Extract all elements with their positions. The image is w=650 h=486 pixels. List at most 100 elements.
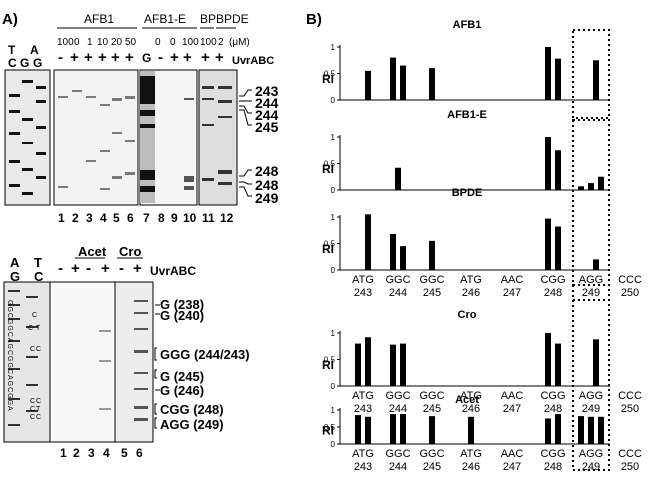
bar-1-248-0	[545, 137, 551, 190]
codon-number-2-5: 248	[544, 287, 562, 299]
bar-3-244-1	[400, 343, 406, 386]
codon-number-4-2: 245	[423, 461, 441, 473]
codon-label-4-2: GGC	[419, 448, 444, 460]
bar-3-243-0	[355, 343, 361, 386]
codon-label-4-6: AGG	[579, 448, 603, 460]
codon-number-3-6: 249	[582, 403, 600, 415]
codon-number-3-3: 246	[462, 403, 480, 415]
bar-2-248-0	[545, 218, 551, 270]
lane-6: 6	[127, 211, 134, 225]
codon-number-3-4: 247	[503, 403, 521, 415]
uvr-sign-5: +	[111, 49, 120, 66]
codon-number-3-1: 244	[389, 403, 407, 415]
codon-label-3-1: GGC	[385, 390, 410, 402]
dose-6: 50	[125, 37, 137, 48]
site-label-248b: 248	[255, 177, 279, 193]
dose-2: 0	[74, 37, 80, 48]
bar-2-243-1	[365, 214, 371, 270]
uvr-sign-7: G	[142, 51, 152, 65]
bar-4-249-2	[598, 416, 604, 444]
lane-8: 8	[158, 211, 165, 225]
bar-3-243-1	[365, 337, 371, 386]
bar-2-244-1	[400, 246, 406, 270]
codon-label-2-4: AAC	[501, 274, 524, 286]
y-tick-label-0-0: 1	[331, 43, 336, 52]
lane-text-10: C	[30, 414, 36, 421]
codon-number-4-7: 250	[621, 461, 639, 473]
codon-label-3-3: ATG	[460, 390, 482, 402]
uvr-sign-3: +	[84, 49, 93, 66]
codon-label-3-6: AGG	[579, 390, 603, 402]
codon-label-4-4: AAC	[501, 448, 524, 460]
site-label-245: 245	[255, 119, 279, 135]
bar-0-245-0	[429, 68, 435, 100]
seq-top-t: T	[8, 43, 16, 57]
codon-number-2-2: 245	[423, 287, 441, 299]
bar-0-248-0	[545, 47, 551, 100]
lane-text-11: C	[36, 414, 42, 421]
lane-text-5: C	[36, 346, 42, 353]
dose-unit: (μM)	[229, 37, 250, 48]
uvr-sign-6: +	[125, 49, 134, 66]
side-sequence: GGCGGCAGCGGCAGCGGA	[6, 300, 13, 412]
dose-1: 100	[57, 37, 74, 48]
lane-2: 2	[72, 211, 79, 225]
dose-10: 100	[182, 37, 199, 48]
bar-4-244-0	[390, 414, 396, 444]
highlight-box-249-0	[572, 29, 610, 119]
bar-3-248-1	[555, 343, 561, 386]
site-label-244b: 244	[255, 107, 279, 123]
site-label-244a: 244	[255, 95, 279, 111]
codon-label-4-5: CGG	[540, 448, 565, 460]
bottom-label-246: G (246)	[160, 383, 205, 398]
uvr-sign-10: +	[183, 49, 192, 66]
dose-3: 1	[87, 37, 93, 48]
uvr-sign-8: -	[158, 49, 163, 66]
bottom-label-245: G (245)	[160, 369, 205, 384]
y-tick-label-3-2: 0	[331, 382, 336, 391]
y-tick-label-1-0: 1	[331, 133, 336, 142]
codon-label-2-3: ATG	[460, 274, 482, 286]
bottom-lane-2: 2	[73, 446, 80, 460]
bar-0-244-1	[400, 65, 406, 100]
lane-text-6: C	[30, 398, 36, 405]
bar-4-245-0	[429, 416, 435, 444]
uvr-label-top: UvrABC	[232, 55, 275, 67]
chart-title-0: AFB1	[453, 19, 482, 31]
codon-label-3-0: ATG	[352, 390, 374, 402]
panel-a-label: A)	[2, 11, 18, 28]
y-tick-label-4-0: 1	[331, 406, 336, 415]
lane-text-7: C	[36, 398, 42, 405]
bottom-label-249: AGG (249)	[160, 417, 224, 432]
bar-4-248-0	[545, 418, 551, 444]
bar-2-244-0	[390, 233, 396, 270]
bar-0-243-1	[365, 70, 371, 100]
seq-bottom-c: C	[8, 56, 17, 70]
ri-label-2: RI	[322, 242, 334, 256]
lane-text-2: C	[28, 325, 34, 332]
dose-9: 0	[170, 37, 176, 48]
codon-number-2-0: 243	[354, 287, 372, 299]
lane-4: 4	[100, 211, 107, 225]
bottom-label-240: G (240)	[160, 308, 205, 323]
bpde-header: BPDE	[216, 12, 249, 26]
codon-number-2-4: 247	[503, 287, 521, 299]
bottom-lane-3: 3	[88, 446, 95, 460]
y-tick-label-2-0: 1	[331, 213, 336, 222]
chart-title-3: Cro	[458, 309, 477, 321]
lane-7: 7	[143, 211, 150, 225]
ri-label-3: RI	[322, 358, 334, 372]
chart-title-2: BPDE	[452, 187, 483, 199]
y-tick-label-4-2: 0	[331, 440, 336, 449]
lane-text-1: C	[32, 312, 38, 319]
lane-3: 3	[86, 211, 93, 225]
codon-label-3-2: GGC	[419, 390, 444, 402]
codon-number-4-6: 249	[582, 461, 600, 473]
codon-number-4-1: 244	[389, 461, 407, 473]
codon-number-3-5: 248	[544, 403, 562, 415]
bottom-seq-g: G	[10, 269, 21, 284]
bottom-lane-6: 6	[136, 446, 143, 460]
y-tick-label-2-2: 0	[331, 266, 336, 275]
codon-number-3-0: 243	[354, 403, 372, 415]
